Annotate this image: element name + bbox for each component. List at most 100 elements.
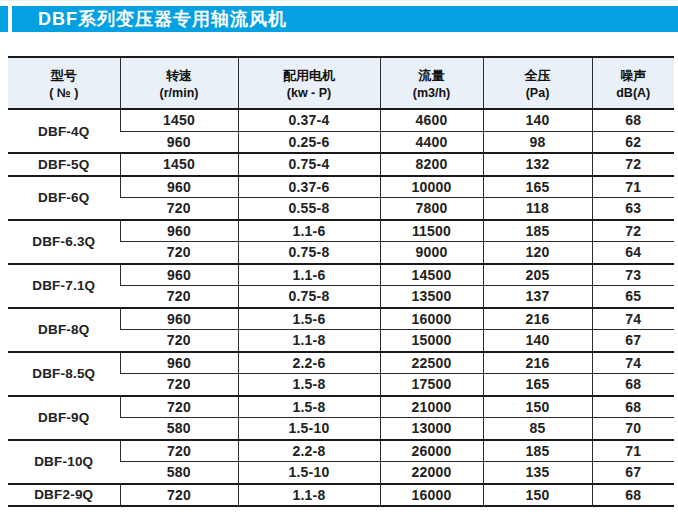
column-header-unit: (kw - P) (239, 86, 380, 100)
motor-cell: 1.1-6 (238, 264, 380, 286)
table-row: DBF-6.3Q9601.1-61150018572 (8, 220, 674, 242)
motor-cell: 1.1-8 (238, 330, 380, 352)
column-header-label: 配用电机 (239, 67, 380, 85)
flow-cell: 22500 (380, 352, 483, 374)
speed-cell: 720 (120, 242, 238, 264)
pressure-cell: 216 (483, 308, 592, 330)
flow-cell: 16000 (380, 484, 483, 507)
model-cell: DBF-9Q (8, 396, 120, 440)
speed-cell: 1450 (120, 109, 238, 131)
speed-cell: 580 (120, 418, 238, 440)
speed-cell: 720 (120, 440, 238, 462)
pressure-cell: 85 (483, 418, 592, 440)
column-header-speed: 转速 (r/min) (120, 57, 238, 109)
motor-cell: 1.5-10 (238, 462, 380, 484)
column-header-flow: 流量 (m3/h) (380, 57, 483, 109)
banner-accent-chip (0, 6, 8, 32)
speed-cell: 580 (120, 462, 238, 484)
pressure-cell: 132 (483, 153, 592, 176)
table-row: DBF-8Q9601.5-61600021674 (8, 308, 674, 330)
pressure-cell: 140 (483, 109, 592, 131)
motor-cell: 0.37-6 (238, 176, 380, 198)
motor-cell: 1.5-8 (238, 374, 380, 396)
column-header-label: 全压 (484, 67, 592, 85)
column-header-unit: (m3/h) (381, 86, 483, 100)
model-cell: DBF-6.3Q (8, 220, 120, 264)
speed-cell: 720 (120, 374, 238, 396)
column-header-label: 流量 (381, 67, 483, 85)
flow-cell: 4600 (380, 109, 483, 131)
column-header-motor: 配用电机 (kw - P) (238, 57, 380, 109)
noise-cell: 74 (592, 352, 674, 374)
pressure-cell: 150 (483, 396, 592, 418)
flow-cell: 26000 (380, 440, 483, 462)
motor-cell: 2.2-6 (238, 352, 380, 374)
motor-cell: 0.37-4 (238, 109, 380, 131)
pressure-cell: 185 (483, 220, 592, 242)
pressure-cell: 150 (483, 484, 592, 507)
pressure-cell: 140 (483, 330, 592, 352)
flow-cell: 8200 (380, 153, 483, 176)
flow-cell: 13500 (380, 286, 483, 308)
motor-cell: 0.75-8 (238, 286, 380, 308)
flow-cell: 7800 (380, 198, 483, 220)
column-header-label: 型号 (8, 67, 120, 85)
model-cell: DBF-4Q (8, 109, 120, 153)
table-row: DBF-6Q9600.37-61000016571 (8, 176, 674, 198)
pressure-cell: 205 (483, 264, 592, 286)
speed-cell: 720 (120, 484, 238, 507)
noise-cell: 71 (592, 440, 674, 462)
table-row: DBF-5Q14500.75-4820013272 (8, 153, 674, 176)
noise-cell: 62 (592, 131, 674, 153)
column-header-pressure: 全压 (Pa) (483, 57, 592, 109)
table-row: DBF-4Q14500.37-4460014068 (8, 109, 674, 131)
flow-cell: 15000 (380, 330, 483, 352)
column-header-unit: dB(A) (593, 86, 675, 100)
motor-cell: 0.55-8 (238, 198, 380, 220)
table-row: DBF-10Q7202.2-82600018571 (8, 440, 674, 462)
table-row: DBF-7.1Q9601.1-61450020573 (8, 264, 674, 286)
motor-cell: 0.75-4 (238, 153, 380, 176)
column-header-unit: ( № ) (8, 86, 120, 100)
speed-cell: 960 (120, 352, 238, 374)
flow-cell: 13000 (380, 418, 483, 440)
pressure-cell: 185 (483, 440, 592, 462)
header-row: 型号 ( № ) 转速 (r/min) 配用电机 (kw - P) 流量 (m3… (8, 57, 674, 109)
noise-cell: 72 (592, 220, 674, 242)
flow-cell: 17500 (380, 374, 483, 396)
flow-cell: 16000 (380, 308, 483, 330)
spec-table-header: 型号 ( № ) 转速 (r/min) 配用电机 (kw - P) 流量 (m3… (8, 57, 674, 109)
speed-cell: 720 (120, 286, 238, 308)
motor-cell: 1.5-10 (238, 418, 380, 440)
model-cell: DBF-8Q (8, 308, 120, 352)
pressure-cell: 137 (483, 286, 592, 308)
model-cell: DBF2-9Q (8, 484, 120, 507)
model-cell: DBF-5Q (8, 153, 120, 176)
flow-cell: 14500 (380, 264, 483, 286)
pressure-cell: 216 (483, 352, 592, 374)
noise-cell: 71 (592, 176, 674, 198)
column-header-unit: (r/min) (121, 86, 238, 100)
motor-cell: 0.25-6 (238, 131, 380, 153)
motor-cell: 2.2-8 (238, 440, 380, 462)
motor-cell: 1.5-8 (238, 396, 380, 418)
speed-cell: 960 (120, 131, 238, 153)
flow-cell: 11500 (380, 220, 483, 242)
flow-cell: 10000 (380, 176, 483, 198)
flow-cell: 9000 (380, 242, 483, 264)
speed-cell: 720 (120, 330, 238, 352)
fan-spec-table: 型号 ( № ) 转速 (r/min) 配用电机 (kw - P) 流量 (m3… (8, 56, 674, 507)
speed-cell: 960 (120, 308, 238, 330)
table-row: DBF-9Q7201.5-82100015068 (8, 396, 674, 418)
column-header-label: 转速 (121, 67, 238, 85)
noise-cell: 63 (592, 198, 674, 220)
pressure-cell: 120 (483, 242, 592, 264)
model-cell: DBF-7.1Q (8, 264, 120, 308)
pressure-cell: 135 (483, 462, 592, 484)
pressure-cell: 118 (483, 198, 592, 220)
noise-cell: 64 (592, 242, 674, 264)
spec-table-body: DBF-4Q14500.37-44600140689600.25-6440098… (8, 109, 674, 506)
noise-cell: 67 (592, 462, 674, 484)
noise-cell: 68 (592, 396, 674, 418)
page-title: DBF系列变压器专用轴流风机 (12, 6, 678, 32)
